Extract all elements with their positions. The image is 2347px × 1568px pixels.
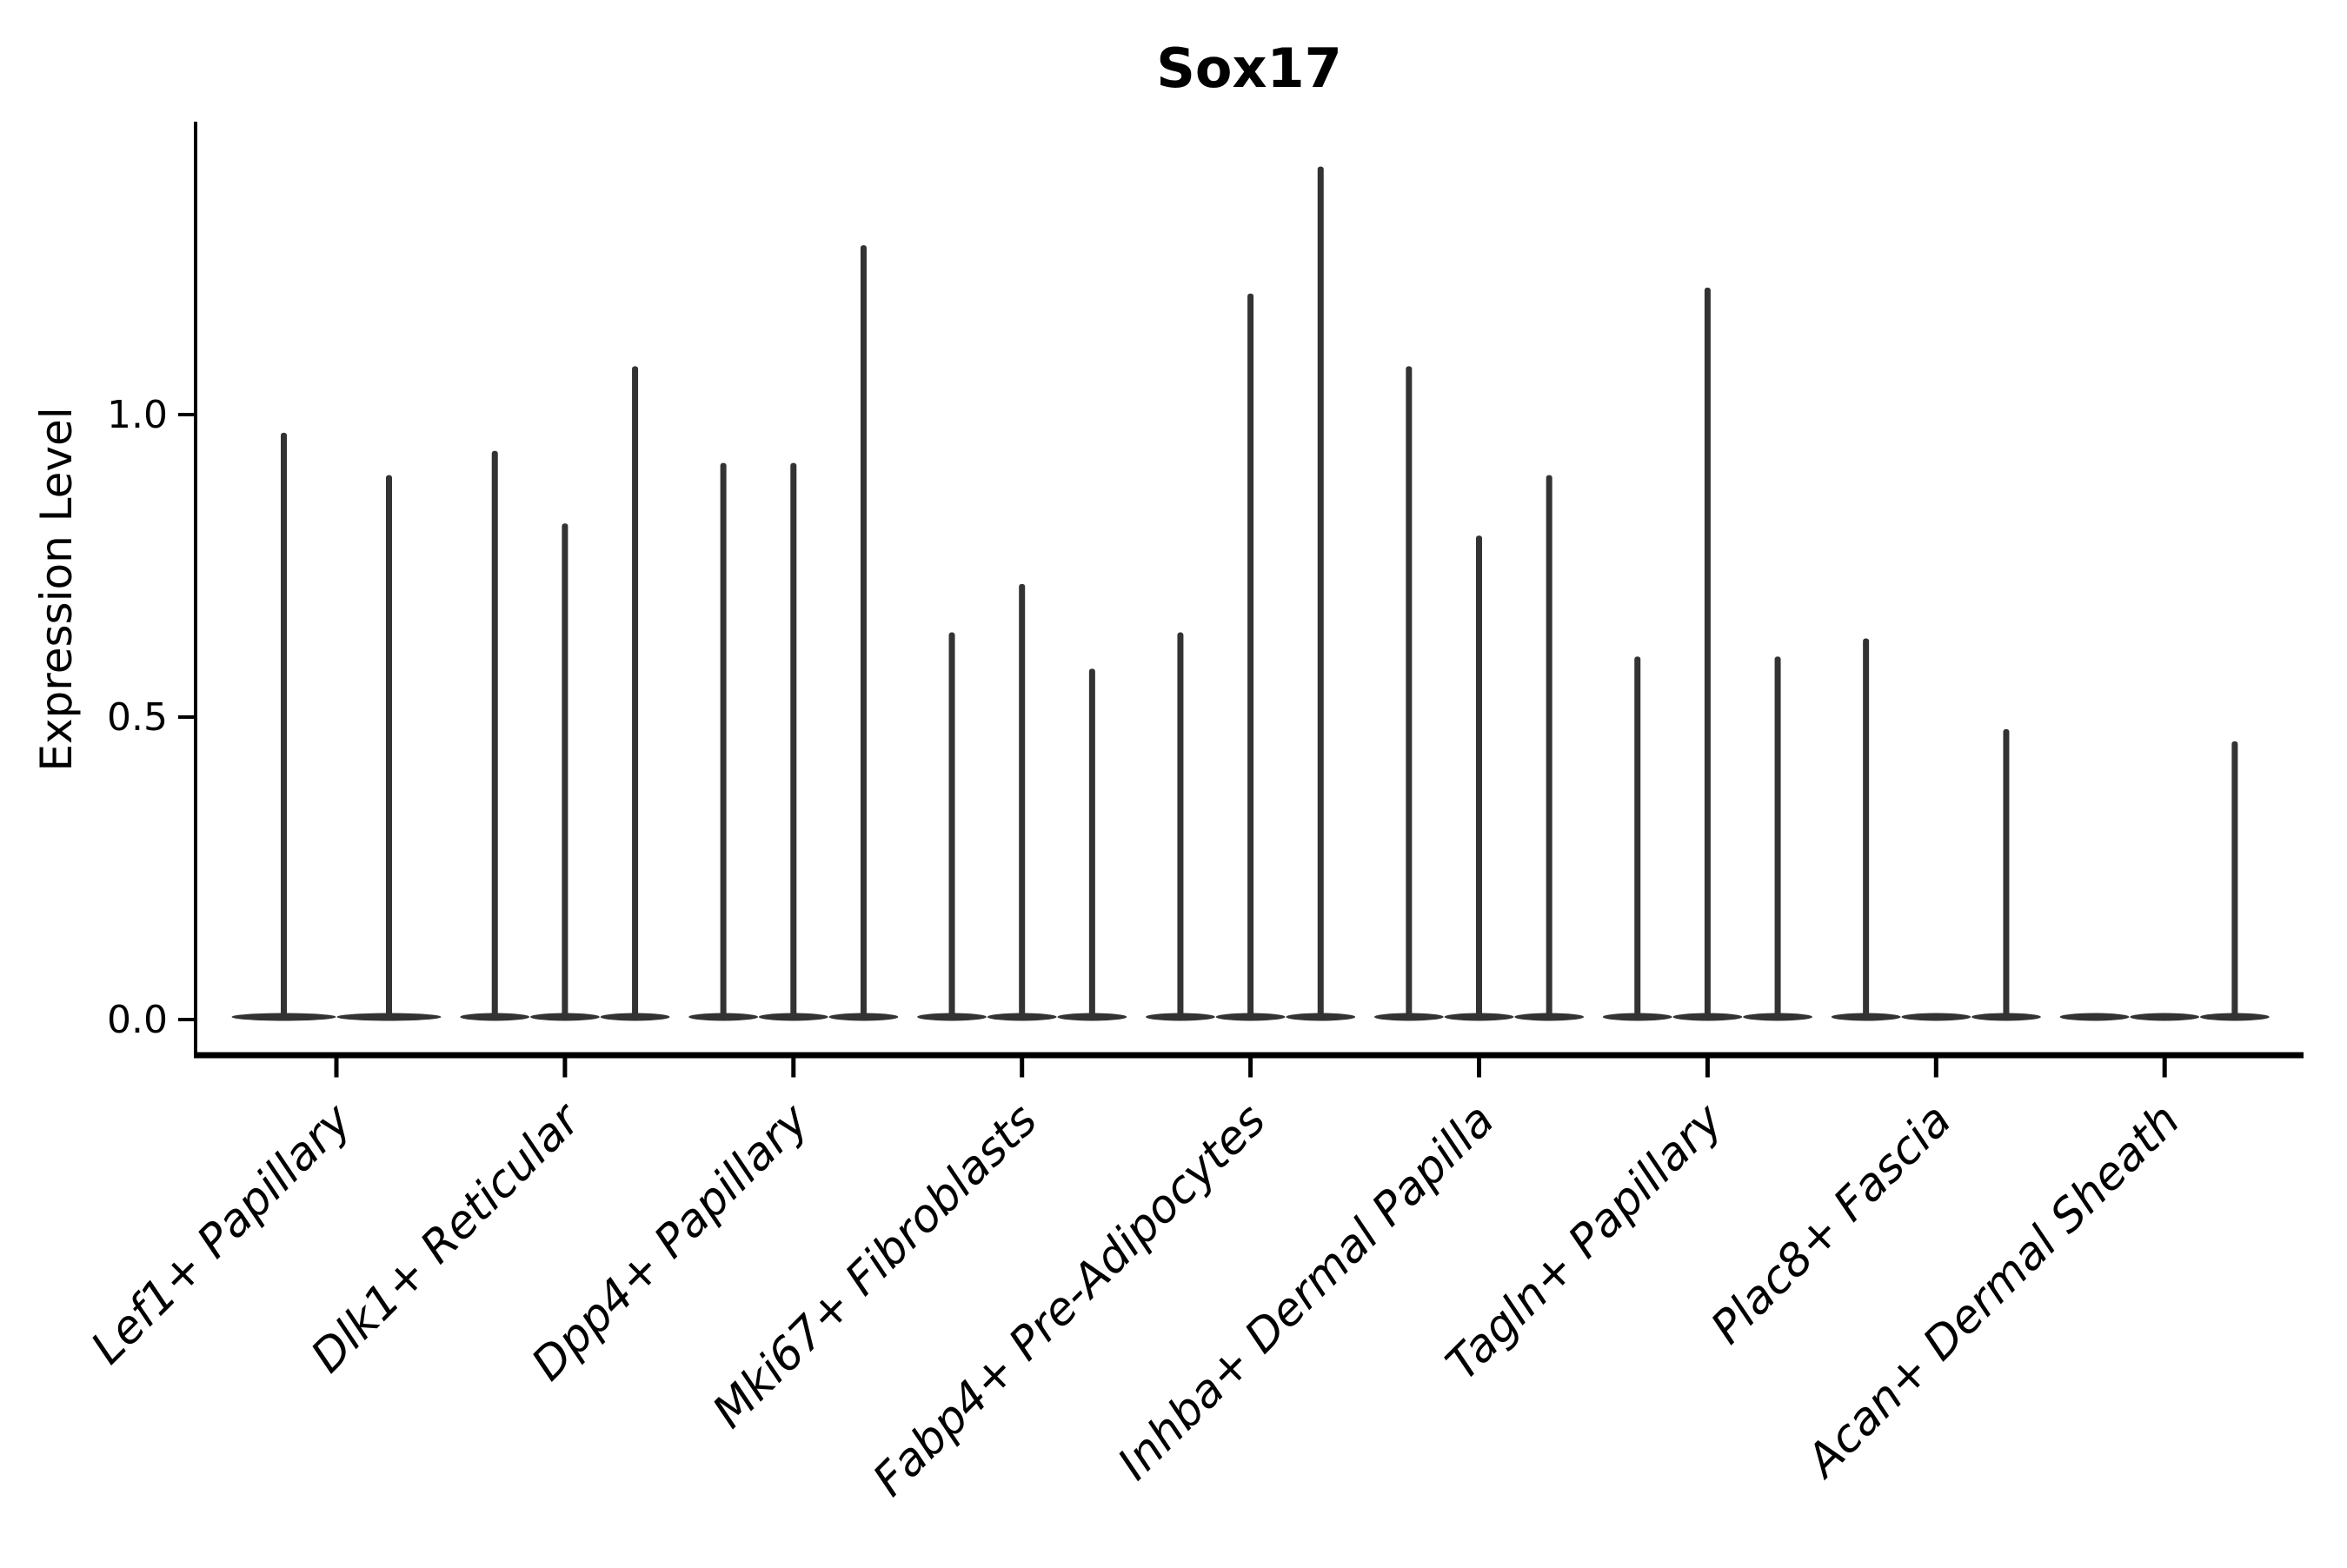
- violin-spike: [1863, 638, 1870, 1019]
- violin-spike: [1546, 475, 1552, 1019]
- violin-spike: [386, 475, 392, 1019]
- y-tick-label: 0.0: [107, 998, 168, 1042]
- violin-base: [1901, 1013, 1971, 1021]
- violin-spike: [1088, 668, 1095, 1019]
- x-tick-mark: [791, 1058, 796, 1078]
- x-tick-mark: [1020, 1058, 1025, 1078]
- x-tick-mark: [562, 1058, 568, 1078]
- x-tick-mark: [1248, 1058, 1253, 1078]
- violin-spike: [1476, 535, 1482, 1019]
- y-tick-label: 1.0: [107, 393, 168, 437]
- violin-spike: [1774, 656, 1781, 1019]
- violin-spike: [1177, 632, 1184, 1019]
- violin-spike: [632, 366, 639, 1019]
- chart-title: Sox17: [1156, 37, 1342, 100]
- violin-base: [2059, 1013, 2130, 1021]
- violin-spike: [2231, 741, 2238, 1019]
- y-axis-spine: [194, 122, 197, 1059]
- violin-spike: [1317, 166, 1324, 1019]
- violin-spike: [2003, 728, 2010, 1019]
- x-tick-label: Inhba+ Dermal Papilla: [1108, 1094, 1505, 1491]
- x-tick-mark: [1705, 1058, 1710, 1078]
- violin-spike: [281, 432, 287, 1019]
- y-tick-mark: [178, 1018, 194, 1021]
- y-tick-label: 0.5: [107, 695, 168, 740]
- violin-spike: [1704, 287, 1711, 1020]
- violin-spike: [948, 632, 955, 1019]
- x-tick-label: Fabp4+ Pre-Adipocytes: [863, 1094, 1276, 1507]
- y-tick-mark: [178, 413, 194, 416]
- violin-spike: [790, 462, 797, 1019]
- x-tick-label: Acan+ Dermal Sheath: [1795, 1094, 2190, 1489]
- violin-spike: [860, 245, 867, 1019]
- y-axis-label: Expression Level: [31, 407, 82, 771]
- violin-base: [2130, 1013, 2200, 1021]
- violin-spike: [720, 462, 727, 1019]
- x-axis-spine: [194, 1052, 2304, 1059]
- violin-spike: [1634, 656, 1641, 1019]
- x-tick-mark: [334, 1058, 339, 1078]
- violin-spike: [491, 450, 498, 1019]
- x-tick-mark: [1477, 1058, 1481, 1078]
- violin-spike: [562, 523, 568, 1019]
- x-tick-mark: [2162, 1058, 2167, 1078]
- violin-spike: [1019, 583, 1026, 1019]
- violin-spike: [1406, 366, 1413, 1019]
- violin-spike: [1247, 293, 1254, 1019]
- y-tick-mark: [178, 715, 194, 719]
- x-tick-mark: [1933, 1058, 1938, 1078]
- x-tick-label: Plac8+ Fascia: [1701, 1094, 1961, 1354]
